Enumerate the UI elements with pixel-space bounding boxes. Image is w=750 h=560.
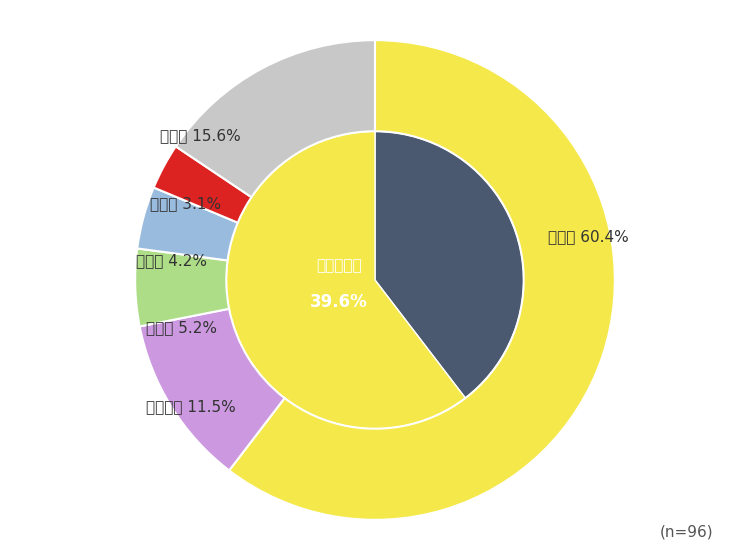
Text: 福岡県 3.1%: 福岡県 3.1% xyxy=(150,196,221,211)
Text: 39.6%: 39.6% xyxy=(310,292,368,311)
Text: 東京都以外: 東京都以外 xyxy=(316,258,362,273)
Text: その他 15.6%: その他 15.6% xyxy=(160,129,241,143)
Wedge shape xyxy=(137,188,238,260)
Wedge shape xyxy=(230,40,615,520)
Wedge shape xyxy=(154,146,251,223)
Wedge shape xyxy=(140,309,284,470)
Text: 神奈川県 11.5%: 神奈川県 11.5% xyxy=(146,400,236,414)
Wedge shape xyxy=(135,249,229,326)
Text: 愛知県 4.2%: 愛知県 4.2% xyxy=(136,253,207,268)
Text: 東京都 60.4%: 東京都 60.4% xyxy=(548,230,628,244)
Wedge shape xyxy=(176,40,375,197)
Text: 大阪府 5.2%: 大阪府 5.2% xyxy=(146,320,217,335)
Wedge shape xyxy=(375,131,524,398)
Text: (n=96): (n=96) xyxy=(659,524,713,539)
Wedge shape xyxy=(226,131,466,429)
